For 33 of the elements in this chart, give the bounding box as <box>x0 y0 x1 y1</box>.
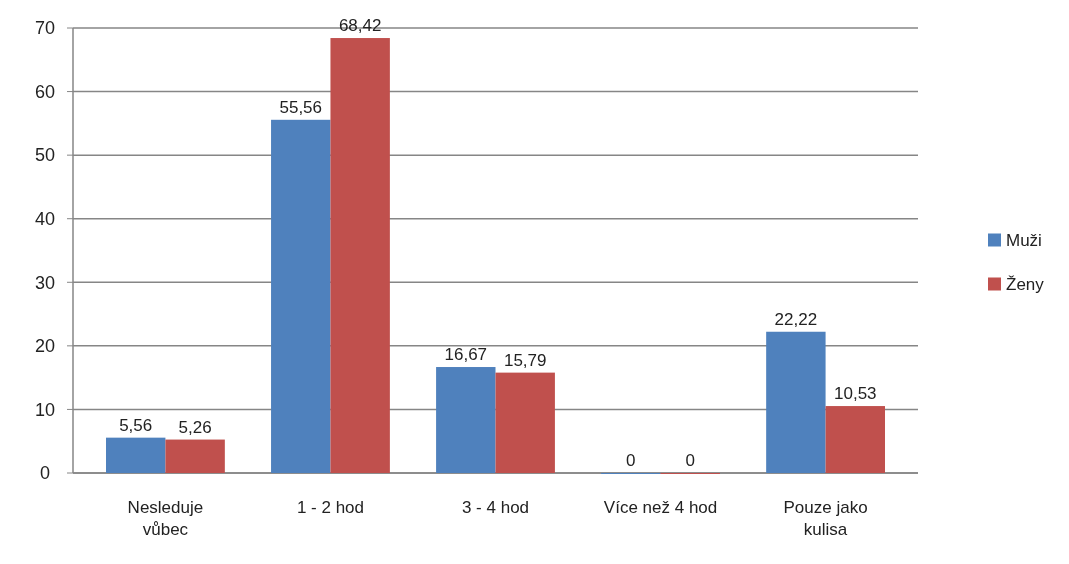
y-tick-label: 70 <box>34 18 56 39</box>
data-label: 5,26 <box>178 417 212 437</box>
bar <box>330 38 390 473</box>
data-label: 22,22 <box>774 309 818 329</box>
data-label: 0 <box>685 451 695 470</box>
bar <box>495 372 555 473</box>
bar <box>106 437 166 473</box>
data-label: 68,42 <box>338 16 382 36</box>
legend-label: Muži <box>1006 231 1042 251</box>
bar <box>766 331 826 473</box>
x-tick-label: 1 - 2 hod <box>296 498 365 517</box>
x-tick-label: Pouze jako kulisa <box>783 498 868 539</box>
bar <box>165 439 225 473</box>
bar <box>271 119 331 473</box>
data-label: 10,53 <box>834 384 877 404</box>
y-tick-label: 30 <box>34 272 56 293</box>
data-label: 15,79 <box>503 350 547 370</box>
x-tick-label: Více než 4 hod <box>603 498 718 517</box>
data-label: 55,56 <box>279 97 323 117</box>
y-tick-label: 50 <box>34 145 56 166</box>
data-label: 5,56 <box>119 415 153 435</box>
y-tick-label: 40 <box>34 209 56 230</box>
y-tick-label: 0 <box>39 463 51 484</box>
y-tick-label: 10 <box>34 399 56 420</box>
y-tick-label: 20 <box>34 336 56 357</box>
y-tick-label: 60 <box>34 81 56 102</box>
data-label: 0 <box>626 451 636 470</box>
bar <box>436 367 496 473</box>
x-tick-label: 3 - 4 hod <box>461 498 530 517</box>
bar <box>825 406 885 473</box>
x-tick-label: Nesleduje vůbec <box>127 498 204 539</box>
legend-label: Ženy <box>1006 275 1045 295</box>
data-label: 16,67 <box>444 345 488 365</box>
